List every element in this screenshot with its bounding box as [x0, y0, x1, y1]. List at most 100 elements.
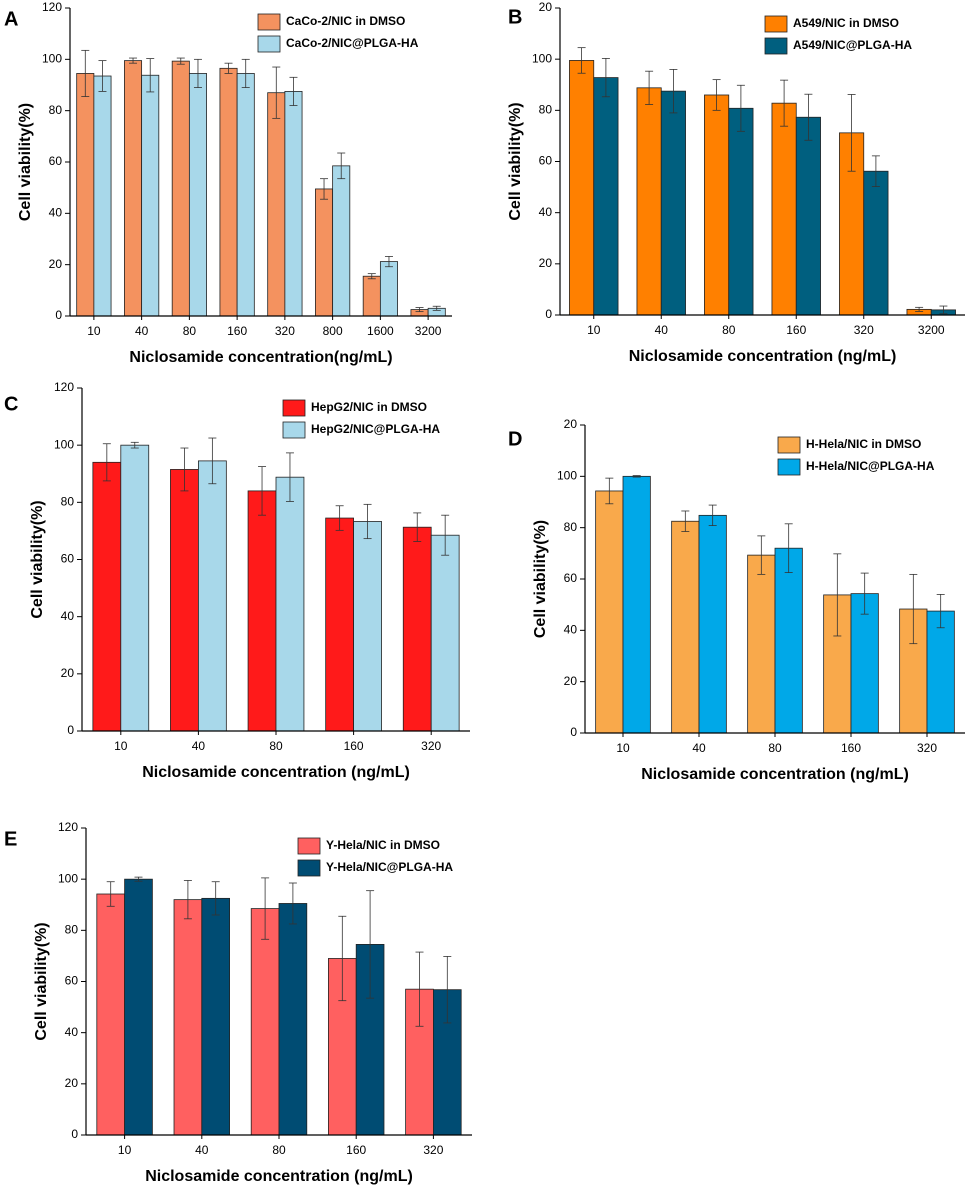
x-tick-label: 160 — [786, 323, 806, 337]
panel-label: B — [508, 6, 522, 28]
error-bar — [645, 70, 654, 105]
x-tick-label: 40 — [692, 741, 706, 755]
error-bar — [363, 503, 372, 540]
x-tick-label: 160 — [344, 739, 364, 753]
y-tick-label: 100 — [532, 51, 552, 65]
legend-label: HepG2/NIC in DMSO — [311, 400, 427, 414]
y-tick-label: 80 — [61, 495, 75, 509]
y-tick-label: 0 — [71, 1127, 78, 1141]
x-tick-label: 80 — [768, 741, 782, 755]
error-bar — [415, 307, 424, 313]
legend-label: H-Hela/NIC in DMSO — [806, 437, 921, 451]
error-bar — [441, 514, 450, 556]
bar — [704, 94, 730, 316]
error-bar — [366, 890, 375, 999]
error-bar — [288, 882, 297, 925]
error-bar — [712, 79, 721, 111]
error-bar — [757, 535, 766, 575]
bar — [170, 469, 199, 732]
error-bar — [224, 62, 233, 74]
y-tick-label: 100 — [58, 871, 78, 885]
bar — [120, 444, 150, 732]
y-tick-label: 100 — [557, 469, 577, 483]
x-tick-label: 160 — [346, 1143, 366, 1157]
bar — [188, 73, 207, 317]
bar — [595, 490, 624, 734]
bar — [728, 107, 754, 316]
y-tick-label: 20 — [564, 417, 578, 431]
panel-label: D — [508, 428, 522, 450]
bar — [236, 73, 255, 317]
y-axis-title: Cell viability(%) — [507, 102, 524, 220]
error-bar — [208, 437, 217, 485]
x-tick-label: 40 — [195, 1143, 209, 1157]
panel: E 10 40 80 160 320 0 20 40 60 80 100 120 Niclosamide … — [4, 820, 472, 1185]
error-bar — [81, 49, 90, 97]
error-bar — [804, 93, 813, 141]
error-bar — [261, 877, 270, 940]
y-tick-label: 0 — [570, 725, 577, 739]
y-tick-label: 100 — [42, 52, 62, 66]
error-bar — [939, 305, 948, 315]
bar — [141, 74, 160, 317]
y-tick-label: 40 — [564, 623, 578, 637]
bar — [247, 490, 277, 732]
error-bar — [146, 58, 155, 93]
x-tick-label: 10 — [87, 324, 101, 338]
error-bar — [909, 573, 918, 645]
bar — [362, 275, 381, 317]
y-tick-label: 80 — [49, 103, 63, 117]
bar — [96, 893, 125, 1136]
error-bar — [860, 572, 869, 615]
error-bar — [285, 452, 294, 502]
error-bar — [605, 477, 614, 505]
bar — [76, 73, 95, 317]
bar — [93, 75, 112, 317]
x-tick-label: 1600 — [367, 324, 394, 338]
y-tick-label: 20 — [65, 1076, 79, 1090]
panel: C 10 40 80 160 320 0 20 40 60 80 100 120 Niclosamide … — [4, 380, 470, 781]
error-bar — [780, 79, 789, 127]
bar — [569, 60, 595, 316]
x-tick-label: 10 — [616, 741, 630, 755]
x-tick-label: 80 — [722, 323, 736, 337]
x-tick-label: 320 — [854, 323, 874, 337]
x-tick-label: 320 — [275, 324, 295, 338]
bar — [402, 526, 432, 732]
x-tick-label: 160 — [841, 741, 861, 755]
bar — [124, 60, 143, 317]
bar — [622, 475, 651, 734]
bar — [353, 521, 382, 732]
error-bar — [871, 155, 880, 187]
bar — [660, 90, 686, 316]
bar — [325, 517, 355, 732]
bar — [850, 593, 879, 734]
y-axis-title: Cell viability(%) — [33, 922, 50, 1040]
bar — [173, 899, 203, 1136]
legend-swatch — [257, 13, 281, 31]
y-tick-label: 20 — [61, 666, 75, 680]
error-bar — [681, 510, 690, 532]
x-tick-label: 40 — [135, 324, 149, 338]
y-tick-label: 120 — [42, 0, 62, 14]
error-bar — [577, 47, 586, 74]
x-tick-label: 320 — [917, 741, 937, 755]
x-axis-title: Niclosamide concentration (ng/mL) — [145, 1168, 413, 1185]
legend-swatch — [777, 436, 801, 454]
bar — [124, 878, 153, 1136]
legend-label: H-Hela/NIC@PLGA-HA — [806, 459, 935, 473]
bar — [430, 534, 460, 732]
error-bar — [415, 951, 424, 1027]
bar — [171, 60, 190, 317]
x-tick-label: 40 — [192, 739, 206, 753]
y-tick-label: 60 — [564, 571, 578, 585]
error-bar — [833, 553, 842, 637]
error-bar — [241, 58, 250, 88]
error-bar — [106, 881, 115, 907]
error-bar — [320, 178, 329, 200]
error-bar — [413, 512, 422, 542]
bar — [774, 547, 803, 734]
legend-swatch — [297, 837, 321, 855]
y-tick-label: 60 — [539, 154, 553, 168]
